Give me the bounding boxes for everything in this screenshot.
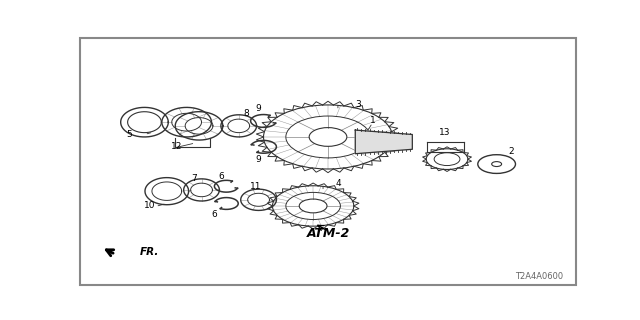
Text: 11: 11 bbox=[250, 182, 262, 191]
Text: 12: 12 bbox=[171, 142, 182, 151]
Text: 2: 2 bbox=[509, 147, 515, 156]
Text: 9: 9 bbox=[256, 155, 261, 164]
Text: ATM-2: ATM-2 bbox=[307, 227, 349, 240]
Polygon shape bbox=[355, 130, 412, 154]
Text: 6: 6 bbox=[211, 210, 217, 219]
Text: T2A4A0600: T2A4A0600 bbox=[515, 272, 564, 281]
Text: 8: 8 bbox=[243, 109, 249, 118]
Text: 10: 10 bbox=[144, 202, 155, 211]
Text: 6: 6 bbox=[218, 172, 224, 181]
Text: FR.: FR. bbox=[140, 246, 159, 257]
Text: 9: 9 bbox=[256, 104, 261, 113]
Text: 7: 7 bbox=[191, 174, 197, 183]
Text: 5: 5 bbox=[127, 130, 132, 139]
Text: 4: 4 bbox=[335, 179, 340, 188]
Text: 1: 1 bbox=[370, 116, 376, 125]
Text: 3: 3 bbox=[355, 100, 360, 109]
Text: 13: 13 bbox=[439, 128, 451, 137]
